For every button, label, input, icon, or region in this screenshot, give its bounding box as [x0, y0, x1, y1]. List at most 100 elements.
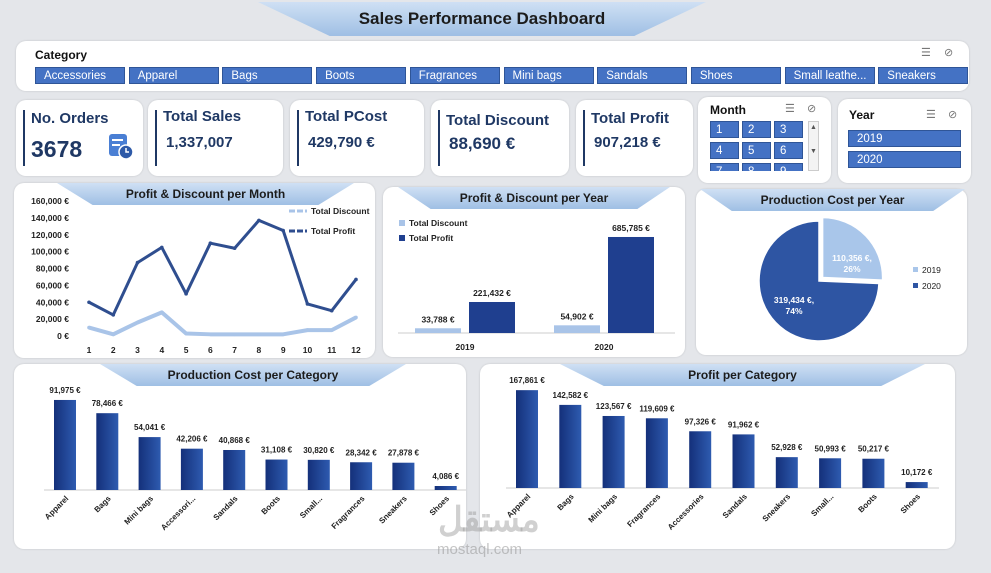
- category-item-6[interactable]: Sandals: [597, 67, 688, 84]
- data-point: [184, 331, 188, 336]
- x-tick-label: 4: [159, 345, 164, 355]
- y-tick-label: 100,000 €: [31, 247, 69, 257]
- x-tick-label: 7: [232, 345, 237, 355]
- y-tick-label: 0 €: [57, 331, 69, 341]
- x-tick-label: Sneakers: [377, 494, 409, 526]
- bar-4: [689, 431, 712, 488]
- month-item-6[interactable]: 6: [774, 142, 803, 159]
- pcost-category-title: Production Cost per Category: [100, 364, 406, 386]
- pie-chart-card: 110,356 €, 26% 2019 319,434 €, 74% 2020: [696, 189, 967, 355]
- data-label: 142,582 €: [553, 391, 589, 400]
- pie-chart-title: Production Cost per Year: [700, 189, 965, 211]
- category-item-4[interactable]: Fragrances: [409, 67, 500, 84]
- x-tick-label: 2: [111, 345, 116, 355]
- year-bar-chart: 2019 33,788 € 221,432 € 2020 54,902 € 685,785…: [398, 218, 675, 352]
- data-point: [257, 332, 261, 337]
- multi-select-icon[interactable]: ☰: [921, 47, 931, 59]
- year-item-2020[interactable]: 2020: [848, 151, 961, 168]
- kpi-pcost-label: Total PCost: [305, 108, 388, 125]
- category-slicer-title: Category: [35, 48, 88, 62]
- month-item-4[interactable]: 4: [710, 142, 739, 159]
- x-tick-label: 3: [135, 345, 140, 355]
- clear-filter-icon[interactable]: ⊘: [944, 47, 954, 59]
- pcost-category-chart: 91,975 € Apparel 78,466 € Bags 54,041 € Mini …: [43, 386, 467, 532]
- x-tick-label: Small...: [809, 492, 835, 518]
- legend-label-0: Total Discount: [409, 218, 468, 228]
- month-item-1[interactable]: 1: [710, 121, 739, 138]
- month-scrollbar[interactable]: ▲ ▼: [808, 121, 819, 171]
- series-line-1: [88, 218, 358, 317]
- y-tick-label: 80,000 €: [36, 264, 69, 274]
- data-point: [160, 310, 164, 315]
- year-chart-title: Profit & Discount per Year: [398, 187, 670, 209]
- bar-5: [732, 434, 755, 488]
- pie-label: 26%: [843, 264, 860, 274]
- kpi-accent-bar: [297, 110, 299, 166]
- bar-1: [559, 404, 582, 488]
- x-tick-label: Fragrances: [625, 492, 662, 529]
- data-point: [184, 292, 188, 296]
- y-tick-label: 40,000 €: [36, 297, 69, 307]
- data-point: [160, 245, 164, 250]
- x-tick-label: Small...: [298, 494, 324, 520]
- bar-total-profit: [608, 236, 654, 333]
- data-point: [87, 325, 91, 330]
- bar-8: [392, 462, 415, 490]
- data-label: 31,108 €: [261, 446, 293, 455]
- bar-3: [180, 448, 203, 490]
- category-item-9[interactable]: Sneakers: [878, 67, 969, 84]
- bar-total-profit: [469, 301, 515, 333]
- month-item-8[interactable]: 8: [742, 163, 771, 171]
- data-label: 119,609 €: [639, 404, 675, 413]
- bar-9: [434, 486, 457, 490]
- kpi-accent-bar: [23, 110, 25, 166]
- data-label: 28,342 €: [346, 448, 378, 457]
- bar-0: [516, 390, 538, 488]
- data-point: [111, 332, 116, 337]
- y-tick-label: 140,000 €: [31, 213, 69, 223]
- data-label: 54,041 €: [134, 423, 166, 432]
- category-item-7[interactable]: Shoes: [690, 67, 781, 84]
- y-tick-label: 120,000 €: [31, 230, 69, 240]
- kpi-profit-card: Total Profit 907,218 €: [576, 100, 693, 176]
- category-item-8[interactable]: Small leathe...: [784, 67, 875, 84]
- data-label: 50,993 €: [815, 444, 847, 453]
- x-tick-label: Mini bags: [587, 492, 620, 525]
- year-item-2019[interactable]: 2019: [848, 130, 961, 147]
- x-tick-label: Sneakers: [761, 492, 793, 524]
- category-item-3[interactable]: Boots: [316, 67, 407, 84]
- kpi-discount-card: Total Discount 88,690 €: [431, 100, 569, 176]
- bar-3: [645, 418, 668, 488]
- multi-select-icon[interactable]: ☰: [785, 103, 795, 115]
- clear-filter-icon[interactable]: ⊘: [948, 109, 958, 121]
- bar-8: [862, 458, 885, 488]
- month-item-9[interactable]: 9: [774, 163, 803, 171]
- data-point: [281, 332, 285, 337]
- y-tick-label: 60,000 €: [36, 280, 69, 290]
- clear-filter-icon[interactable]: ⊘: [807, 103, 817, 115]
- calendar-icon: [109, 134, 134, 160]
- data-point: [281, 228, 285, 233]
- bar-7: [819, 458, 842, 488]
- data-point: [354, 277, 358, 282]
- legend-swatch-1: [913, 283, 918, 288]
- kpi-orders-label: No. Orders: [31, 110, 109, 127]
- month-item-5[interactable]: 5: [742, 142, 771, 159]
- legend-swatch-0: [399, 220, 405, 226]
- data-label: 91,962 €: [728, 420, 760, 429]
- kpi-accent-bar: [438, 110, 440, 166]
- kpi-accent-bar: [155, 110, 157, 166]
- x-tick-label: Bags: [93, 494, 114, 515]
- month-item-2[interactable]: 2: [742, 121, 771, 138]
- category-item-1[interactable]: Apparel: [128, 67, 219, 84]
- month-item-3[interactable]: 3: [774, 121, 803, 138]
- bar-6: [775, 457, 798, 488]
- month-item-7[interactable]: 7: [710, 163, 739, 171]
- year-slicer-title: Year: [849, 108, 875, 122]
- category-item-0[interactable]: Accessories: [35, 67, 125, 84]
- multi-select-icon[interactable]: ☰: [926, 109, 936, 121]
- category-item-5[interactable]: Mini bags: [503, 67, 594, 84]
- bar-4: [223, 449, 246, 490]
- category-item-2[interactable]: Bags: [222, 67, 313, 84]
- kpi-orders-value: 3678: [31, 136, 83, 162]
